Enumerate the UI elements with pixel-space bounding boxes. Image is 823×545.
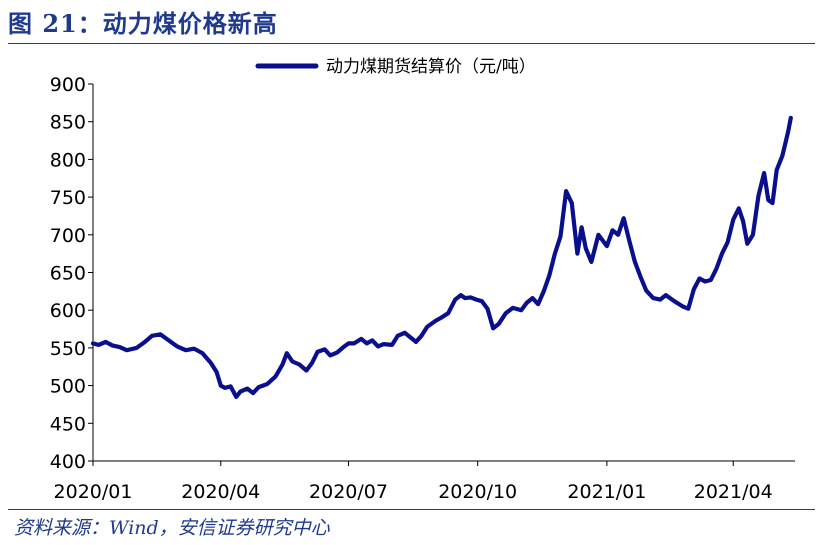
x-axis: 2020/01 2020/04 2020/07 2020/10 2021/01 2021/…	[54, 460, 795, 503]
x-tick-label: 2020/01	[54, 481, 133, 503]
x-tick-label: 2020/07	[309, 481, 388, 503]
y-tick-label: 800	[50, 149, 86, 171]
y-tick-label: 450	[50, 413, 86, 435]
source-note: 资料来源：Wind，安信证券研究中心	[14, 517, 330, 539]
y-tick-label: 500	[50, 376, 86, 398]
x-tick-label: 2021/01	[567, 481, 646, 503]
legend: 动力煤期货结算价（元/吨）	[255, 57, 536, 77]
x-tick-label: 2020/10	[438, 481, 517, 503]
legend-label: 动力煤期货结算价（元/吨）	[326, 57, 536, 77]
series-line-0	[90, 115, 793, 399]
y-tick-label: 650	[50, 263, 86, 285]
source-rule	[8, 509, 815, 510]
y-tick-label: 400	[50, 451, 86, 473]
y-tick-label: 600	[50, 300, 86, 322]
x-tick-label: 2020/04	[181, 481, 260, 503]
y-tick-label: 700	[50, 225, 86, 247]
y-tick-label: 850	[50, 112, 86, 134]
x-tick-label: 2021/04	[694, 481, 773, 503]
y-tick-label: 750	[50, 187, 86, 209]
y-tick-label: 550	[50, 338, 86, 360]
y-tick-label: 900	[50, 74, 86, 96]
y-axis: 400 450 500 550 600 650 700 750 800 850 900	[50, 74, 94, 473]
figure-title: 图 21：动力煤价格新高	[8, 9, 278, 38]
title-rule	[8, 43, 815, 44]
series-layer	[90, 115, 793, 399]
